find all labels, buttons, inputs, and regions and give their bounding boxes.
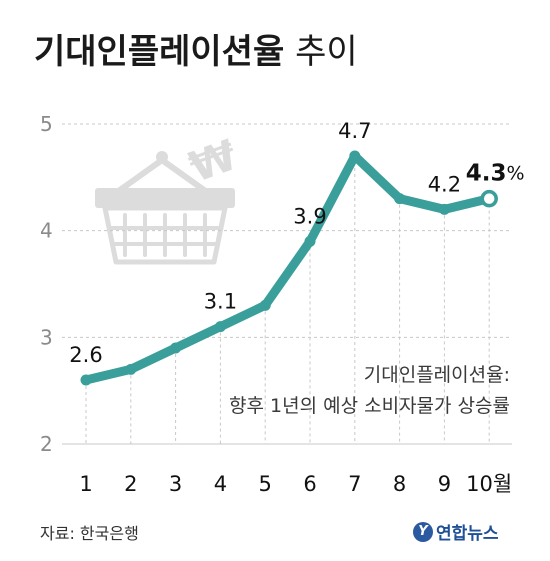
shopping-basket-icon [95, 151, 235, 265]
logo-text: 연합뉴스 [436, 524, 499, 544]
data-label: 4.7 [338, 119, 371, 143]
horizontal-gridlines [62, 123, 512, 445]
logo-icon: Y [413, 521, 433, 542]
data-labels: 2.6 3.1 3.9 4.7 4.2 4.3% [69, 119, 524, 367]
chart-title-suffix: 추이 [295, 32, 358, 72]
y-tick-label: 2 [40, 432, 53, 456]
data-point [80, 374, 92, 386]
x-tick-label: 9 [438, 472, 451, 496]
data-point [394, 193, 406, 205]
definition-note-line-1: 기대인플레이션율: [363, 364, 510, 386]
source-label: 자료: 한국은행 [40, 524, 139, 543]
data-point [349, 150, 361, 162]
data-point [480, 189, 498, 208]
data-point [125, 363, 137, 375]
x-axis-tick-labels: 1 2 3 4 5 6 7 8 9 10월 [79, 472, 512, 496]
data-label: 4.3% [466, 161, 525, 187]
x-tick-label: 8 [393, 472, 406, 496]
data-label-unit: % [507, 163, 525, 185]
series-line [81, 151, 494, 385]
x-tick-label: 2 [124, 472, 137, 496]
chart-title: 기대인플레이션율 추이 [34, 30, 358, 74]
definition-note: 기대인플레이션율: 향후 1년의 예상 소비자물가 상승률 [229, 360, 510, 422]
data-label: 3.9 [293, 204, 326, 228]
chart-title-main: 기대인플레이션율 [34, 32, 285, 72]
x-tick-label: 1 [79, 472, 92, 496]
data-point [438, 203, 450, 215]
data-label: 4.2 [428, 172, 461, 196]
publisher-logo: Y 연합뉴스 [413, 519, 499, 544]
data-point [170, 342, 182, 354]
data-point [304, 235, 316, 247]
x-tick-label: 6 [303, 472, 316, 496]
data-point [214, 321, 226, 333]
x-tick-label: 7 [348, 472, 361, 496]
y-tick-label: 4 [40, 219, 53, 243]
y-axis-tick-labels: 2 3 4 5 [40, 112, 53, 456]
data-point-markers [80, 150, 498, 386]
x-tick-label: 5 [259, 472, 272, 496]
data-label: 2.6 [69, 343, 102, 367]
data-point [259, 299, 271, 311]
x-tick-label: 3 [169, 472, 182, 496]
definition-note-line-2: 향후 1년의 예상 소비자물가 상승률 [229, 395, 510, 417]
x-tick-label: 10월 [466, 472, 512, 496]
data-label: 3.1 [204, 290, 237, 314]
vertical-gridlines [85, 156, 490, 444]
y-tick-label: 3 [40, 325, 53, 349]
series-polyline [81, 151, 494, 385]
y-tick-label: 5 [40, 112, 53, 136]
x-tick-label: 4 [214, 472, 227, 496]
